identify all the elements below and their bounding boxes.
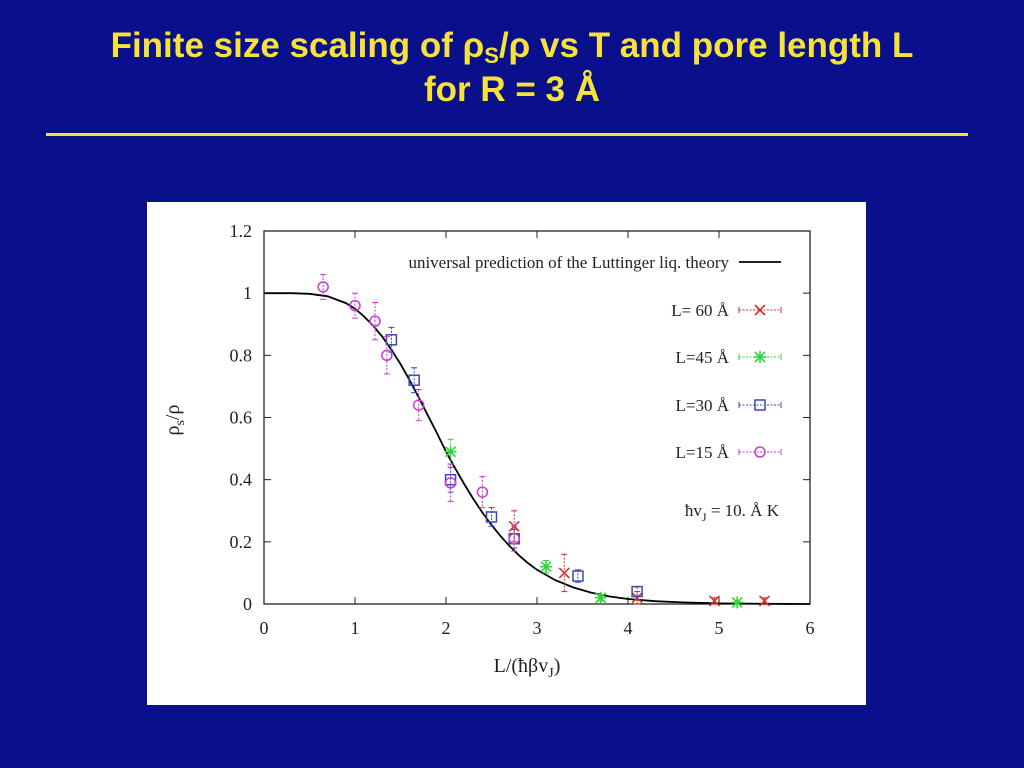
chart-panel: 0 1 2 3 4 5 6 0 0.2 0.4 0.6 0.8 1 1.2 universal predi… [147,202,866,705]
slide-title: Finite size scaling of ρS/ρ vs T and por… [20,24,1004,112]
data-point [540,560,553,573]
plot-frame [263,230,811,605]
plot-border [263,230,811,605]
legend: universal prediction of the Luttinger li… [408,253,782,462]
axis-ticks [263,230,811,605]
y-tick-label: 0.6 [230,408,253,428]
data-point [476,486,489,498]
data-point [708,595,721,607]
x-tick-label: 5 [715,618,724,638]
legend-label: L=45 Å [676,348,730,367]
x-axis-label: L/(ħβvJ) [494,655,561,681]
title-line-1: Finite size scaling of ρS/ρ vs T and por… [20,24,1004,68]
legend-marker [754,351,766,363]
data-point [385,334,398,346]
theory-curve-layer [264,292,811,605]
title-subscript: S [484,43,499,68]
tick-labels: 0 1 2 3 4 5 6 0 0.2 0.4 0.6 0.8 1 1.2 [230,221,815,638]
series-0 [508,510,771,607]
y-tick-label: 0 [243,594,252,614]
data-point [412,399,425,411]
data-point [594,591,607,604]
data-points-layer [317,274,771,609]
data-point [381,349,393,362]
series-1 [444,438,744,609]
data-point [758,595,771,607]
chart-svg: 0 1 2 3 4 5 6 0 0.2 0.4 0.6 0.8 1 1.2 universal predi… [162,221,815,681]
legend-label: L=15 Å [676,443,730,462]
data-point [731,596,744,609]
legend-marker [754,304,766,316]
title-line-2: for R = 3 Å [423,70,600,109]
x-tick-label: 1 [351,618,360,638]
legend-marker [754,446,766,458]
data-point [508,532,520,545]
y-tick-label: 0.4 [230,470,253,490]
title-text-b: /ρ vs T and pore length L [498,26,914,65]
data-point [349,299,361,312]
data-point [369,315,381,327]
data-point [631,592,643,604]
y-tick-label: 0.2 [230,532,253,552]
x-tick-label: 2 [442,618,451,638]
data-point [317,281,329,293]
data-point [558,567,570,579]
data-point [444,477,457,489]
y-tick-label: 1 [243,283,252,303]
series-2 [385,326,643,598]
legend-label: L= 60 Å [671,301,729,320]
data-point [572,570,584,582]
legend-label-theory: universal prediction of the Luttinger li… [408,253,729,272]
legend-marker [754,399,766,411]
series-3 [317,274,520,552]
data-point [485,511,498,523]
theory-curve-line [264,292,811,605]
x-tick-label: 4 [624,618,633,638]
legend-label: L=30 Å [676,396,730,415]
x-tick-label: 0 [260,618,269,638]
data-point [444,445,457,458]
annotation-hbar-vj: ħvJ = 10. Å K [685,501,780,524]
data-point [631,585,643,598]
x-tick-label: 6 [806,618,815,638]
y-tick-label: 0.8 [230,345,253,365]
data-point [408,374,420,386]
y-axis-label: ρs/ρ [162,404,188,435]
title-underline [46,133,968,136]
title-text-a: Finite size scaling of ρ [110,26,485,65]
y-tick-label: 1.2 [230,221,253,241]
x-tick-label: 3 [533,618,542,638]
